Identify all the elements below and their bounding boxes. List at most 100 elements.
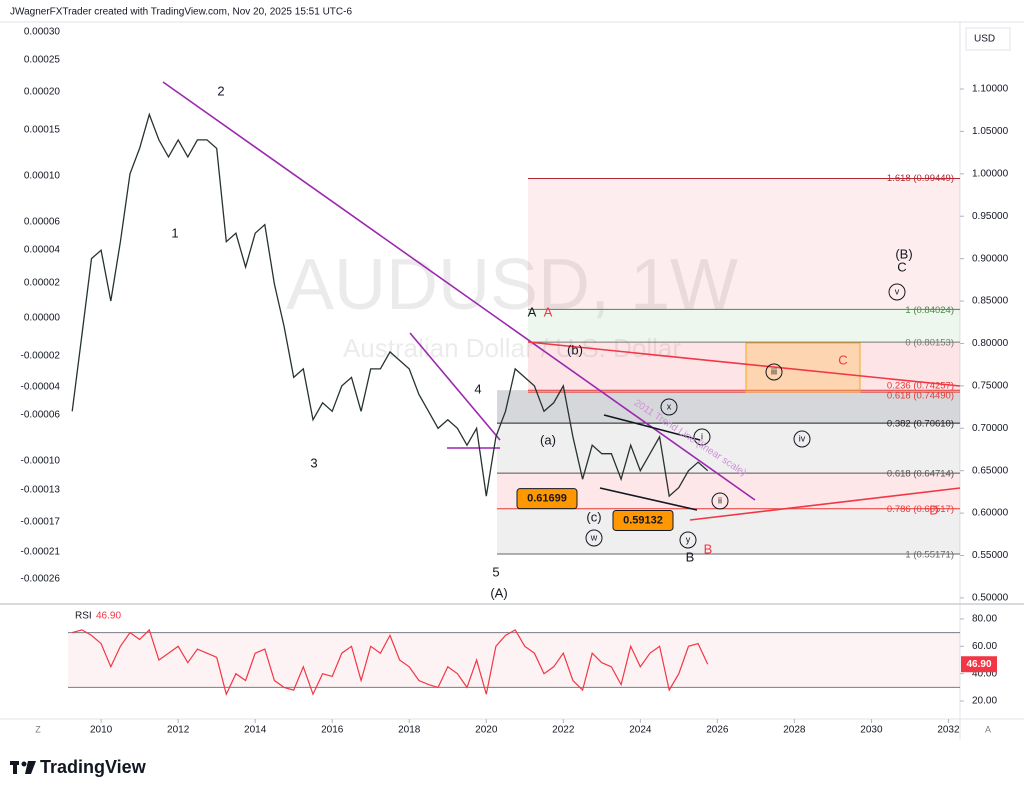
rsi-tick-label: 20.00 — [972, 696, 997, 707]
fib-label: 1 (0.84024) — [905, 305, 954, 316]
wave-label: v — [895, 286, 900, 296]
wave-label: w — [590, 532, 598, 542]
wave-label: C — [897, 259, 906, 274]
wave-label: i — [701, 431, 703, 441]
fib-zone — [497, 508, 960, 555]
x-tick-label: 2026 — [706, 725, 729, 736]
wave-label: D — [929, 502, 938, 517]
wave-label: (B) — [895, 246, 912, 261]
brand: TradingView — [40, 757, 147, 777]
x-tick-label: 2020 — [475, 725, 498, 736]
left-axis-label: -0.00021 — [21, 547, 61, 558]
fib-label: 1 (0.55171) — [905, 550, 954, 561]
wave-label: C — [838, 352, 847, 367]
y-tick-label: 1.00000 — [972, 168, 1009, 179]
drawing-line — [162, 81, 756, 501]
wave-circle — [585, 529, 603, 547]
wave-circle — [660, 398, 678, 416]
rsi-band — [68, 632, 960, 688]
x-tick-label: 2032 — [937, 725, 960, 736]
x-tick-label: 2022 — [552, 725, 575, 736]
header: JWagnerFXTrader created with TradingView… — [10, 7, 352, 18]
fib-zone — [528, 342, 960, 391]
drawing-line — [527, 341, 961, 387]
wave-label: (A) — [490, 585, 507, 600]
left-axis-label: -0.00010 — [21, 456, 61, 467]
y-tick-label: 0.60000 — [972, 508, 1009, 519]
wave-label: 1 — [171, 225, 178, 240]
logo — [10, 761, 36, 774]
y-tick-label: 0.55000 — [972, 550, 1009, 561]
fib-label: 0.236 (0.74257) — [887, 381, 954, 392]
wave-label: B — [686, 549, 695, 564]
price-box-label: 0.59132 — [623, 514, 663, 526]
wave-label: iii — [771, 366, 777, 376]
wave-label: A — [544, 304, 553, 319]
x-tick-label: 2024 — [629, 725, 652, 736]
wave-circle — [765, 363, 783, 381]
left-axis-label: 0.00000 — [24, 313, 61, 324]
fib-label: 1.618 (0.99449) — [887, 173, 954, 184]
rsi-title: RSI — [75, 611, 92, 622]
fib-label: 0.618 (0.64714) — [887, 469, 954, 480]
left-axis-label: -0.00013 — [21, 485, 61, 496]
x-tick-label: 2016 — [321, 725, 344, 736]
left-axis-label: -0.00002 — [21, 351, 61, 362]
currency: USD — [974, 34, 995, 45]
y-tick-label: 0.65000 — [972, 465, 1009, 476]
left-axis-label: -0.00017 — [21, 517, 61, 528]
price-box-label: 0.61699 — [527, 493, 567, 505]
wave-label: y — [686, 534, 691, 544]
target-box — [745, 342, 861, 393]
left-axis-label: 0.00025 — [24, 55, 61, 66]
x-tick-label: 2028 — [783, 725, 806, 736]
wave-label: 2 — [217, 83, 224, 98]
y-tick-label: 0.95000 — [972, 211, 1009, 222]
fib-zone — [528, 309, 960, 343]
x-tick-label: 2030 — [860, 725, 883, 736]
wave-circle — [693, 428, 711, 446]
wave-circle — [793, 430, 811, 448]
wave-label: x — [667, 401, 672, 411]
price-box — [612, 509, 674, 531]
fib-zone — [497, 390, 960, 424]
drawing-line — [599, 487, 698, 511]
watermark-subtitle: Australian Dollar / U.S. Dollar — [343, 333, 681, 363]
drawing-line — [409, 332, 501, 441]
wave-label: 5 — [492, 564, 499, 579]
price-box — [516, 488, 578, 510]
fib-label: 0.382 (0.70610) — [887, 419, 954, 430]
rsi-line — [72, 628, 709, 696]
y-tick-label: 0.70000 — [972, 423, 1009, 434]
y-tick-label: 1.10000 — [972, 84, 1009, 95]
y-tick-label: 0.75000 — [972, 381, 1009, 392]
rsi-last-label: 46.90 — [966, 659, 991, 670]
wave-label: (a) — [540, 432, 556, 447]
currency-button[interactable] — [965, 27, 1011, 51]
wave-label: ii — [718, 495, 722, 505]
left-axis-label: 0.00015 — [24, 125, 61, 136]
left-axis-label: 0.00020 — [24, 87, 61, 98]
x-tick-label: 2010 — [90, 725, 113, 736]
watermark-title: AUDUSD, 1W — [286, 245, 738, 325]
y-tick-label: 1.05000 — [972, 126, 1009, 137]
drawing-line — [689, 487, 961, 521]
wave-label: (b) — [567, 342, 583, 357]
rsi-value: 46.90 — [96, 611, 121, 622]
left-axis-label: 0.00002 — [24, 278, 61, 289]
corner-label: Z — [35, 724, 41, 734]
left-axis-label: 0.00004 — [24, 245, 61, 256]
wave-label: B — [704, 541, 713, 556]
x-tick-label: 2018 — [398, 725, 421, 736]
drawing-line — [603, 414, 701, 441]
x-tick-label: 2014 — [244, 725, 267, 736]
wave-circle — [888, 283, 906, 301]
fib-label: 0 (0.80153) — [905, 338, 954, 349]
wave-label: iv — [799, 433, 806, 443]
corner-label: A — [985, 724, 991, 734]
rsi-tick-label: 40.00 — [972, 668, 997, 679]
wave-label: (c) — [586, 509, 601, 524]
rsi-tick-label: 60.00 — [972, 641, 997, 652]
